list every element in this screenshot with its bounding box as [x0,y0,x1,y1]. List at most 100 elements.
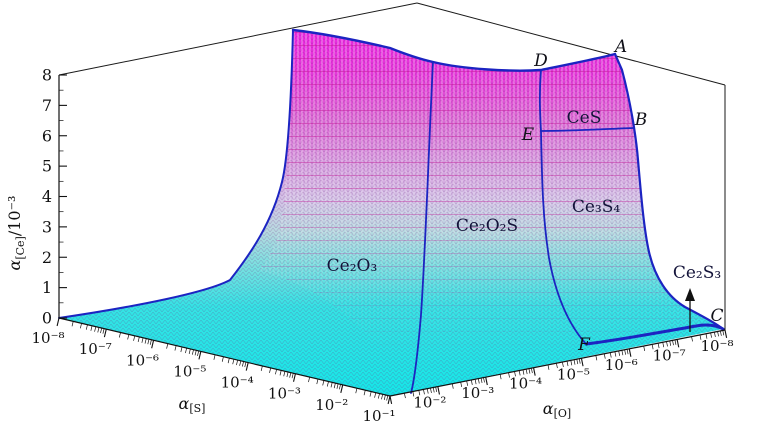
s-axis-tick-label: 10⁻⁷ [79,340,112,358]
s-axis-minor-tick [363,390,366,396]
z-axis-title: α[Ce]/10⁻³ [5,196,27,271]
s-axis-tick [387,395,391,405]
o-axis-tick [437,386,440,395]
region-label-ce2s3: Ce₂S₃ [673,263,721,283]
s-axis-minor-tick [239,360,242,366]
s-axis-ticks: 10⁻⁸ 10⁻⁷ 10⁻⁶ 10⁻⁵ 10⁻⁴ 10⁻³ 10⁻² 10⁻¹ [31,317,396,425]
s-axis-tick [245,362,249,371]
s-axis-minor-tick [166,343,169,349]
o-axis-ticks: 10⁻² 10⁻³ 10⁻⁴ 10⁻⁵ 10⁻⁶ 10⁻⁷ 10⁻⁸ [389,329,734,412]
o-axis-minor-tick [672,340,674,346]
o-axis-minor-tick [609,352,612,358]
o-axis-minor-tick [514,371,516,377]
s-axis-minor-tick [227,358,230,364]
s-axis-minor-tick [279,370,282,376]
region-label-ce2o2s: Ce₂O₂S [456,216,518,236]
s-axis-tick-label: 10⁻⁶ [126,351,159,369]
o-axis-minor-tick [499,374,502,380]
s-axis-minor-tick [316,378,319,385]
s-axis-minor-tick [149,339,152,345]
o-axis-minor-tick [717,331,719,337]
s-axis-minor-tick [336,383,339,389]
s-axis-tick [198,351,202,360]
s-axis-minor-tick [232,359,235,365]
s-axis-title-symbol: α [179,394,190,413]
o-axis-minor-tick [404,393,406,399]
z-axis-title-symbol: α [5,259,24,270]
o-axis-minor-tick [722,330,725,336]
o-axis-minor-tick [666,341,668,347]
boundary-right-silhouette-a-b-c [613,52,725,331]
s-axis-minor-tick [133,335,136,341]
s-axis-minor-tick [102,328,105,334]
o-axis-minor-tick [430,387,432,394]
s-axis-minor-tick [194,350,197,356]
o-axis-tick-label: 10⁻⁴ [509,375,542,393]
o-axis-minor-tick [595,355,598,361]
wall-contour-lines [258,30,723,393]
o-axis-title-subscript: [O] [554,407,572,420]
s-axis-minor-tick [144,338,147,344]
s-axis-minor-tick [275,369,277,375]
vertex-labels: A B C D E F [521,37,724,355]
o-axis-minor-tick [566,361,569,367]
s-axis-minor-tick [260,365,263,372]
z-axis-title-subscript: [Ce] [14,236,27,260]
o-axis-minor-tick [435,386,437,392]
o-axis-minor-tick [522,369,525,375]
o-axis-minor-tick [418,390,421,396]
o-axis-minor-tick [432,387,435,393]
vertex-label-f: F [577,335,591,355]
boundary-e-b [540,127,634,132]
z-axis-tick-label: 5 [42,157,52,176]
o-axis-minor-tick [562,361,564,368]
z-axis-tick-label: 0 [42,309,52,328]
s-axis-tick [340,384,344,393]
z-axis-tick-label: 4 [42,187,52,206]
o-axis-minor-tick [508,372,510,378]
s-axis-minor-tick [94,326,97,332]
o-axis-minor-tick [710,332,712,338]
o-axis-tick-label: 10⁻³ [461,384,494,402]
s-axis-minor-tick [127,334,130,340]
o-axis-tick [580,358,584,367]
s-axis-tick [56,317,60,327]
o-axis-minor-tick [525,369,528,375]
z-axis-tick-label: 1 [42,278,52,297]
s-axis-minor-tick [197,350,200,356]
region-labels: Ce₂O₃ Ce₂O₂S Ce₃S₄ CeS Ce₂S₃ [327,108,721,283]
o-axis-minor-tick [470,379,473,385]
z-axis-tick-label: 8 [42,66,52,85]
s-axis-minor-tick [141,337,144,343]
o-axis-minor-tick [657,343,660,349]
o-axis-minor-tick [466,380,469,386]
s-axis-minor-tick [180,346,183,353]
o-axis-minor-tick [626,349,629,355]
s-axis-tick-label: 10⁻² [315,396,348,414]
s-axis-tick-label: 10⁻¹ [362,407,395,425]
o-axis-tick [628,348,632,357]
s-axis-minor-tick [137,336,140,343]
o-axis-minor-tick [573,359,576,365]
s-axis-title-subscript: [S] [189,402,205,415]
o-axis-minor-tick [699,334,702,340]
s-axis-tick [103,329,107,338]
s-axis-minor-tick [381,394,384,400]
s-axis-minor-tick [191,349,194,355]
o-axis-minor-tick [528,368,531,374]
s-axis-minor-tick [188,348,191,355]
o-axis-tick-label: 10⁻⁸ [700,337,733,355]
phase-boundaries [58,28,725,394]
o-axis-minor-tick [614,351,617,357]
o-axis-minor-tick [643,345,646,351]
s-axis-minor-tick [291,373,294,379]
z-axis-tick-label: 3 [42,217,52,236]
s-axis-minor-tick [386,395,389,401]
o-axis-minor-tick [547,364,550,370]
o-axis-minor-tick [570,360,573,366]
o-axis-minor-tick [518,370,521,376]
o-axis-tick-label: 10⁻² [413,394,446,412]
s-axis-minor-tick [330,382,333,388]
boundary-ce2o3-ce2o2s [410,61,434,394]
